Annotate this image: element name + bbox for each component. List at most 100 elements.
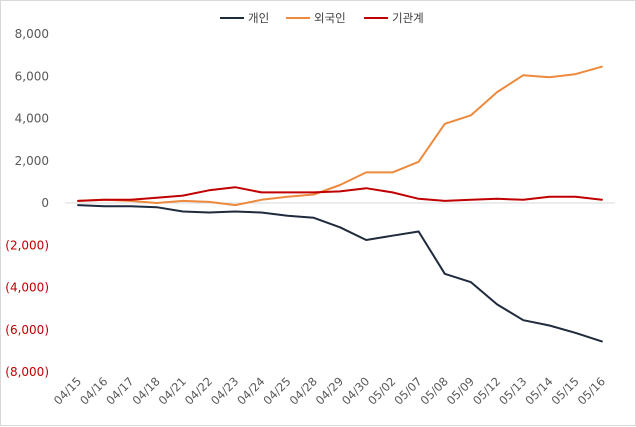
- data-point: [207, 188, 211, 192]
- data-point: [286, 190, 290, 194]
- series-line-1: [77, 65, 603, 207]
- x-tick-label: 04/25: [260, 374, 293, 407]
- data-point: [600, 65, 604, 69]
- data-point: [155, 196, 159, 200]
- data-point: [443, 199, 447, 203]
- x-tick-label: 04/21: [156, 374, 189, 407]
- data-point: [312, 190, 316, 194]
- data-point: [521, 73, 525, 77]
- y-tick-label: 8,000: [15, 27, 49, 41]
- x-tick-label: 05/02: [365, 374, 398, 407]
- series-line-0: [77, 204, 603, 343]
- data-point: [286, 214, 290, 218]
- data-point: [76, 203, 80, 207]
- data-point: [181, 209, 185, 213]
- data-point: [469, 113, 473, 117]
- data-point: [102, 198, 106, 202]
- data-point: [600, 339, 604, 343]
- data-point: [312, 216, 316, 220]
- data-point: [128, 204, 132, 208]
- legend-label: 기관계: [392, 11, 424, 25]
- data-point: [417, 160, 421, 164]
- x-tick-label: 05/14: [522, 374, 555, 407]
- data-point: [155, 205, 159, 209]
- data-point: [233, 185, 237, 189]
- x-tick-label: 05/12: [470, 374, 503, 407]
- data-point: [469, 280, 473, 284]
- legend-item: 개인: [220, 11, 269, 25]
- data-point: [390, 190, 394, 194]
- legend-label: 개인: [248, 11, 269, 25]
- x-tick-label: 05/07: [391, 374, 424, 407]
- data-point: [102, 204, 106, 208]
- legend-item: 외국인: [286, 11, 346, 25]
- data-point: [443, 122, 447, 126]
- x-tick-label: 04/17: [103, 374, 136, 407]
- y-tick-label: 4,000: [15, 112, 49, 126]
- data-point: [417, 197, 421, 201]
- x-tick-label: 04/24: [234, 374, 267, 407]
- x-tick-label: 04/28: [287, 374, 320, 407]
- series-line-2: [77, 186, 603, 202]
- data-point: [259, 211, 263, 215]
- x-tick-label: 05/13: [496, 374, 529, 407]
- y-tick-label: 6,000: [15, 69, 49, 83]
- x-tick-label: 04/22: [182, 374, 215, 407]
- x-tick-label: 05/08: [418, 374, 451, 407]
- data-point: [76, 199, 80, 203]
- data-point: [495, 90, 499, 94]
- data-point: [521, 198, 525, 202]
- series-lines: [76, 65, 604, 343]
- y-tick-label: (2,000): [5, 238, 49, 252]
- data-point: [233, 203, 237, 207]
- y-tick-label: 0: [41, 196, 49, 210]
- data-point: [495, 197, 499, 201]
- data-point: [155, 201, 159, 205]
- data-point: [574, 72, 578, 76]
- data-point: [548, 75, 552, 79]
- data-point: [548, 324, 552, 328]
- data-point: [259, 198, 263, 202]
- data-point: [390, 170, 394, 174]
- y-tick-label: (6,000): [5, 323, 49, 337]
- legend-item: 기관계: [364, 11, 424, 25]
- data-point: [128, 198, 132, 202]
- data-point: [548, 195, 552, 199]
- data-point: [364, 238, 368, 242]
- x-tick-label: 05/09: [444, 374, 477, 407]
- data-point: [233, 209, 237, 213]
- y-tick-label: (4,000): [5, 281, 49, 295]
- data-point: [181, 194, 185, 198]
- data-point: [286, 195, 290, 199]
- data-point: [443, 272, 447, 276]
- y-tick-label: (8,000): [5, 365, 49, 379]
- data-point: [600, 198, 604, 202]
- x-tick-label: 04/29: [313, 374, 346, 407]
- data-point: [390, 234, 394, 238]
- legend: 개인 외국인 기관계: [220, 11, 424, 25]
- data-point: [417, 230, 421, 234]
- data-point: [207, 211, 211, 215]
- data-point: [495, 302, 499, 306]
- x-tick-label: 04/23: [208, 374, 241, 407]
- x-tick-label: 05/15: [548, 374, 581, 407]
- data-point: [364, 186, 368, 190]
- data-point: [521, 318, 525, 322]
- y-axis: 8,000 6,000 4,000 2,000 0 (2,000) (4,000) (6,00…: [5, 27, 615, 379]
- data-point: [259, 190, 263, 194]
- x-tick-label: 05/16: [575, 374, 608, 407]
- data-point: [181, 199, 185, 203]
- data-point: [338, 225, 342, 229]
- x-tick-label: 04/15: [51, 374, 84, 407]
- x-tick-label: 04/16: [77, 374, 110, 407]
- x-tick-label: 04/18: [129, 374, 162, 407]
- x-axis: 04/1504/1604/1704/1804/2104/2204/2304/24…: [51, 374, 608, 407]
- x-tick-label: 04/30: [339, 374, 372, 407]
- data-point: [574, 331, 578, 335]
- data-point: [338, 189, 342, 193]
- data-point: [574, 195, 578, 199]
- legend-label: 외국인: [314, 11, 346, 25]
- data-point: [364, 170, 368, 174]
